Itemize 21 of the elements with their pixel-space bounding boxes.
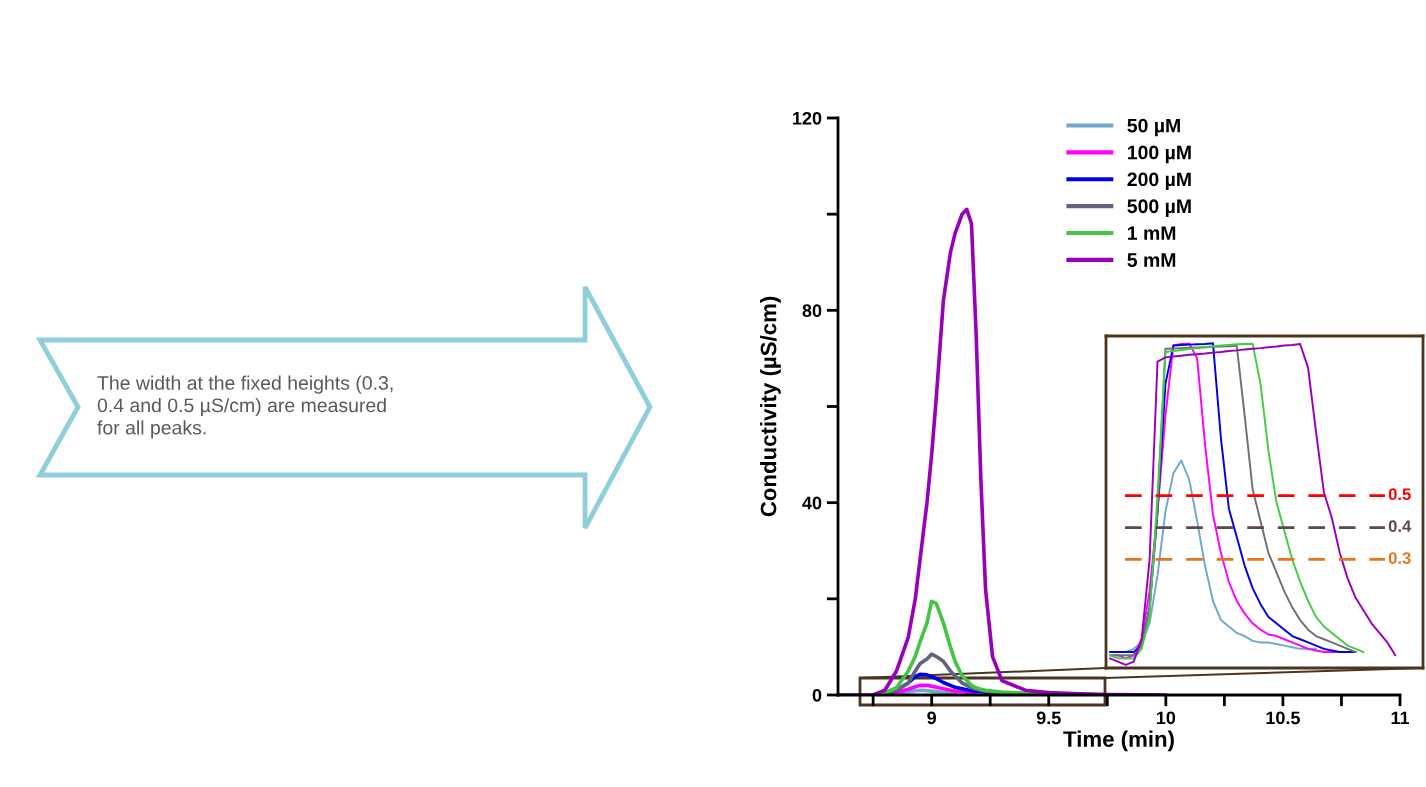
x-axis-title: Time (min) (1063, 730, 1174, 752)
text: The width at the fixed heights (0.3, 0.4 and 0.5 µS/cm) are measured for all peaks. (97, 375, 393, 439)
legend-label: 200 µM (1127, 172, 1191, 191)
legend-label: 500 µM (1127, 199, 1191, 217)
ref-line-label: 0.4 (1388, 520, 1412, 533)
x-tick-label: 9 (927, 711, 937, 725)
legend-label: 100 µM (1128, 145, 1191, 164)
x-tick-label: 11 (1391, 711, 1410, 725)
legend-label: 5 mM (1127, 253, 1176, 267)
legend-label: 1 mM (1128, 226, 1176, 240)
y-tick-label: 0 (812, 688, 822, 702)
ref-line-label: 0.5 (1388, 488, 1411, 501)
y-tick-label: 120 (793, 111, 822, 125)
legend-label: 50 µM (1127, 118, 1180, 137)
y-axis-title: Conductivity (µS/cm) (760, 296, 781, 517)
x-tick-label: 9.5 (1036, 711, 1061, 725)
y-tick-label: 40 (802, 496, 822, 510)
x-tick-label: 10.5 (1266, 711, 1300, 725)
ref-line-label: 0.3 (1388, 552, 1411, 564)
y-tick-label: 80 (802, 304, 822, 318)
x-tick-label: 10 (1156, 711, 1176, 725)
